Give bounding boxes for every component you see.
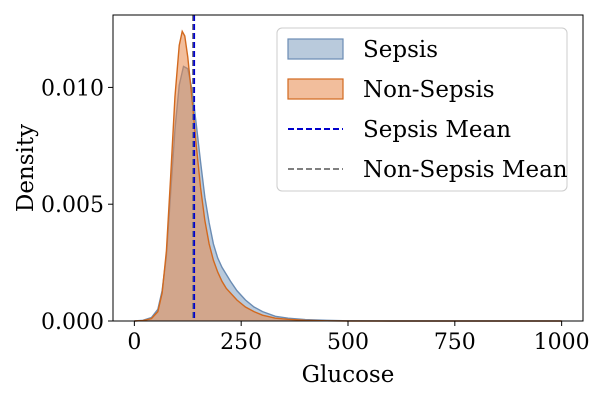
y-tick-label: 0.010	[41, 76, 104, 101]
legend-swatch-sepsis	[287, 38, 344, 60]
x-axis-label: Glucose	[302, 362, 395, 388]
legend-label-sepsis-mean: Sepsis Mean	[363, 117, 511, 143]
density-area-non-sepsis	[134, 31, 562, 321]
x-tick-label: 250	[220, 330, 262, 355]
legend-label-sepsis: Sepsis	[363, 37, 438, 63]
x-tick-label: 0	[127, 330, 141, 355]
legend: Sepsis Non-Sepsis Sepsis Mean Non-Sepsis Me…	[276, 27, 568, 192]
y-tick-label: 0.005	[41, 193, 104, 218]
legend-label-non-sepsis: Non-Sepsis	[363, 77, 495, 103]
x-axis-ticks: 0 250 500 750 1000	[127, 321, 590, 355]
y-tick-label: 0.000	[41, 310, 104, 335]
y-axis-label: Density	[13, 124, 39, 212]
x-tick-label: 1000	[534, 330, 590, 355]
legend-box	[276, 27, 568, 192]
x-tick-label: 500	[327, 330, 369, 355]
legend-swatch-non-sepsis	[287, 78, 344, 100]
x-tick-label: 750	[434, 330, 476, 355]
y-axis-ticks: 0.000 0.005 0.010	[41, 76, 113, 335]
legend-label-non-sepsis-mean: Non-Sepsis Mean	[363, 157, 568, 183]
mean-lines	[191, 15, 196, 321]
